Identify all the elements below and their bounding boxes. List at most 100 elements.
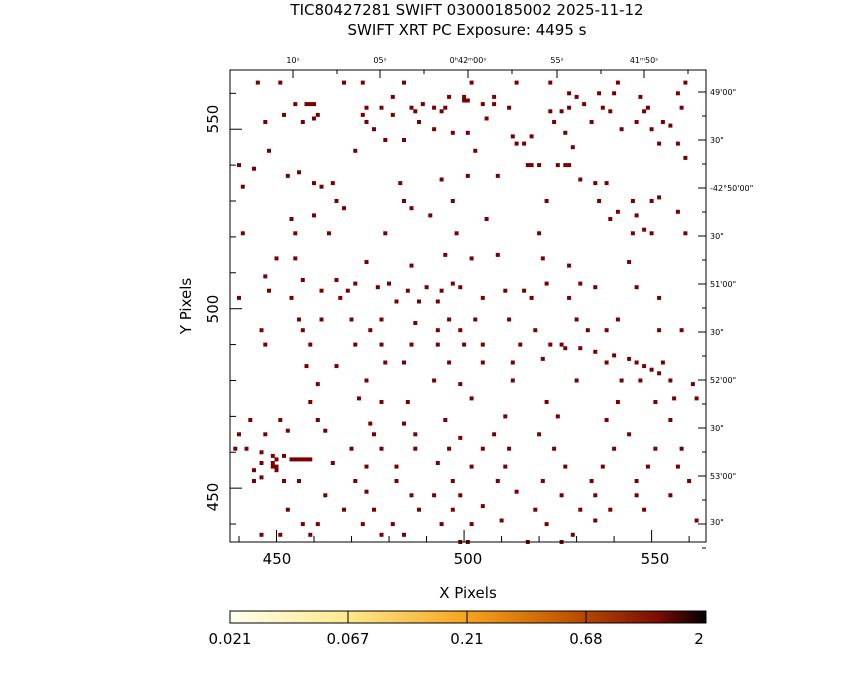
- event-point: [379, 446, 384, 451]
- event-point: [600, 464, 605, 469]
- event-point: [447, 446, 452, 451]
- event-point: [589, 479, 594, 483]
- event-point: [450, 507, 455, 512]
- event-point: [537, 432, 542, 437]
- event-point: [372, 432, 376, 437]
- event-point: [289, 457, 294, 462]
- event-point: [274, 457, 279, 462]
- event-point: [349, 317, 354, 322]
- event-point: [462, 98, 467, 103]
- event-point: [675, 464, 680, 469]
- event-point: [312, 213, 316, 218]
- event-point: [282, 112, 286, 117]
- event-point: [473, 148, 478, 153]
- event-point: [593, 493, 598, 498]
- event-point: [484, 116, 489, 121]
- dec-tick-label: -42°50'00": [710, 184, 753, 193]
- event-point: [567, 263, 572, 268]
- event-point: [402, 532, 406, 537]
- event-point: [360, 112, 365, 117]
- event-point: [450, 479, 455, 483]
- event-point: [360, 80, 365, 85]
- event-point: [308, 342, 313, 347]
- event-point: [297, 317, 301, 322]
- colorbar-tick-label: 2: [694, 630, 704, 648]
- event-point: [544, 281, 549, 286]
- event-point: [327, 231, 331, 236]
- event-point: [559, 493, 564, 498]
- event-point: [323, 493, 328, 498]
- plot-frame: [229, 69, 707, 543]
- event-point: [567, 105, 572, 110]
- event-point: [548, 342, 553, 347]
- event-point: [495, 173, 500, 178]
- event-point: [627, 260, 632, 264]
- event-point: [559, 342, 564, 347]
- event-point: [567, 295, 572, 300]
- event-point: [657, 295, 662, 300]
- event-point: [649, 367, 654, 372]
- event-point: [503, 288, 508, 293]
- event-point: [638, 378, 643, 383]
- event-point: [668, 493, 673, 498]
- event-point: [694, 518, 699, 523]
- event-point: [259, 532, 264, 537]
- event-point: [413, 432, 418, 437]
- event-point: [405, 288, 410, 293]
- event-point: [248, 418, 253, 422]
- dec-tick-label: 51'00": [710, 280, 736, 289]
- event-point: [255, 80, 260, 85]
- event-point: [379, 342, 384, 347]
- event-point: [492, 432, 497, 437]
- event-point: [634, 213, 639, 218]
- colorbar-tick-label: 0.68: [569, 630, 602, 648]
- event-point: [402, 421, 406, 426]
- event-point: [619, 127, 624, 132]
- event-point: [578, 281, 583, 286]
- event-point: [319, 317, 324, 322]
- event-point: [630, 199, 635, 203]
- event-point: [522, 288, 527, 293]
- event-point: [593, 349, 598, 354]
- event-point: [342, 80, 346, 85]
- event-point: [462, 342, 467, 347]
- dec-tick-label: 52'00": [710, 376, 736, 385]
- event-point: [694, 396, 699, 401]
- event-point: [570, 145, 575, 150]
- ra-tick-label: 05ˢ: [373, 56, 386, 65]
- event-point: [458, 285, 463, 290]
- event-point: [600, 105, 605, 110]
- event-point: [364, 260, 369, 264]
- event-point: [672, 396, 677, 401]
- event-point: [432, 378, 437, 383]
- event-point: [308, 102, 313, 107]
- event-point: [649, 231, 654, 236]
- event-point: [432, 493, 437, 498]
- event-point: [469, 80, 474, 85]
- event-point: [263, 432, 268, 437]
- event-point: [634, 360, 639, 365]
- event-point: [405, 400, 410, 404]
- event-point: [409, 342, 414, 347]
- event-point: [627, 356, 632, 361]
- event-point: [263, 120, 268, 124]
- x-tick-label: 500: [454, 550, 483, 568]
- event-point: [312, 181, 316, 186]
- event-point: [450, 281, 455, 286]
- event-point: [578, 177, 583, 182]
- event-point: [357, 396, 361, 401]
- event-point: [585, 328, 590, 333]
- event-point: [634, 285, 639, 290]
- event-point: [293, 102, 298, 107]
- event-point: [675, 141, 680, 146]
- event-point: [447, 94, 452, 99]
- event-point: [615, 209, 620, 214]
- event-point: [409, 105, 414, 110]
- event-point: [567, 163, 572, 168]
- event-point: [522, 141, 527, 146]
- event-point: [563, 346, 568, 351]
- event-point: [642, 109, 647, 114]
- event-point: [420, 102, 425, 107]
- event-point: [454, 231, 459, 236]
- event-point: [353, 148, 358, 153]
